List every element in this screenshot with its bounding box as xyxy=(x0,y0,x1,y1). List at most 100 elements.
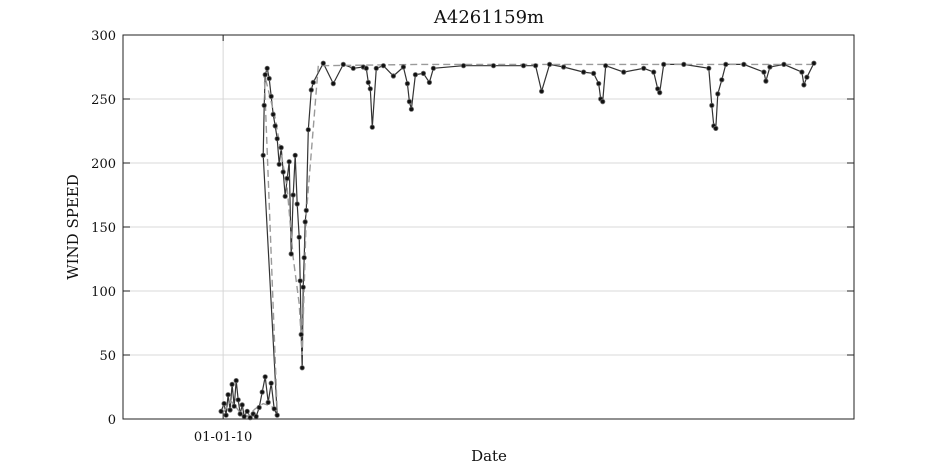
data-point xyxy=(400,64,406,70)
data-point xyxy=(300,284,306,290)
data-point xyxy=(298,331,304,338)
data-point xyxy=(239,402,245,408)
data-point xyxy=(621,69,627,75)
y-tick-label: 300 xyxy=(91,29,116,44)
data-point xyxy=(600,99,606,105)
data-point xyxy=(303,207,309,213)
data-point xyxy=(713,125,719,131)
data-point xyxy=(227,407,233,413)
data-point xyxy=(218,408,224,414)
data-point xyxy=(223,412,229,418)
data-point xyxy=(363,65,369,71)
data-point xyxy=(723,61,729,68)
points-layer xyxy=(218,60,817,421)
data-point xyxy=(641,65,647,71)
x-axis-label: Date xyxy=(471,447,507,465)
data-point xyxy=(231,403,237,409)
data-point xyxy=(390,73,396,79)
data-point xyxy=(305,127,311,133)
data-point xyxy=(296,234,302,240)
data-point xyxy=(264,65,270,71)
data-point xyxy=(657,90,663,96)
data-point xyxy=(767,64,773,70)
y-tick-label: 200 xyxy=(91,157,116,172)
data-point xyxy=(404,81,410,87)
data-point xyxy=(233,377,239,384)
data-point xyxy=(262,374,268,380)
y-tick-label: 150 xyxy=(91,221,116,236)
data-point xyxy=(244,408,250,414)
data-point xyxy=(520,63,527,69)
data-point xyxy=(241,413,247,419)
data-point xyxy=(406,99,412,105)
data-point xyxy=(274,412,280,418)
data-point xyxy=(268,380,274,386)
data-point xyxy=(681,61,687,68)
data-point xyxy=(294,201,300,207)
data-point xyxy=(706,65,712,71)
chart-title: A4261159m xyxy=(433,7,544,28)
data-point xyxy=(546,61,553,68)
data-point xyxy=(276,161,282,167)
data-point xyxy=(408,106,414,112)
data-point xyxy=(367,86,373,92)
data-point xyxy=(284,175,290,181)
data-point xyxy=(256,404,262,411)
data-point xyxy=(308,87,314,93)
data-point xyxy=(538,88,545,94)
data-point xyxy=(302,219,308,225)
data-point xyxy=(260,152,266,158)
data-point xyxy=(373,65,379,71)
data-point xyxy=(320,60,326,66)
data-point xyxy=(310,79,316,86)
data-point xyxy=(297,278,303,284)
data-point xyxy=(715,91,721,97)
data-point xyxy=(596,81,602,87)
data-point xyxy=(272,123,278,129)
data-point xyxy=(560,64,567,70)
data-point xyxy=(282,193,288,199)
data-point xyxy=(266,75,272,82)
data-point xyxy=(741,61,747,68)
data-point xyxy=(763,78,769,84)
data-point xyxy=(801,82,807,88)
data-point xyxy=(781,61,787,68)
data-point xyxy=(261,102,267,109)
data-point xyxy=(262,72,268,78)
data-point xyxy=(369,124,375,130)
data-point xyxy=(280,169,286,175)
data-point xyxy=(430,65,436,71)
data-point xyxy=(350,65,356,71)
data-point xyxy=(301,255,307,261)
data-point xyxy=(221,400,227,407)
y-axis-label: WIND SPEED xyxy=(64,174,82,280)
data-point xyxy=(253,413,259,419)
data-point xyxy=(661,61,667,68)
y-tick-label: 100 xyxy=(91,285,116,300)
y-tick-label: 50 xyxy=(99,349,116,364)
series-solid-line xyxy=(220,61,815,419)
data-point xyxy=(274,136,280,142)
series-layer xyxy=(220,61,815,419)
data-point xyxy=(265,399,271,405)
y-tick-label: 0 xyxy=(108,413,116,428)
data-point xyxy=(719,77,725,83)
data-point xyxy=(229,381,235,387)
data-point xyxy=(340,61,346,68)
data-point xyxy=(271,406,277,412)
x-tick-label: 01-01-10 xyxy=(194,430,252,445)
data-point xyxy=(804,74,810,80)
tick-layer: 0 50 100 150 200 250 300 01-01-10 xyxy=(91,29,854,445)
data-point xyxy=(225,392,231,398)
data-point xyxy=(412,72,418,78)
data-point xyxy=(580,69,587,75)
series-dashed-line xyxy=(222,63,814,418)
data-point xyxy=(270,111,276,118)
data-point xyxy=(330,81,336,87)
data-point xyxy=(651,69,657,75)
data-point xyxy=(426,79,432,86)
y-tick-label: 250 xyxy=(91,93,116,108)
data-point xyxy=(460,63,467,69)
